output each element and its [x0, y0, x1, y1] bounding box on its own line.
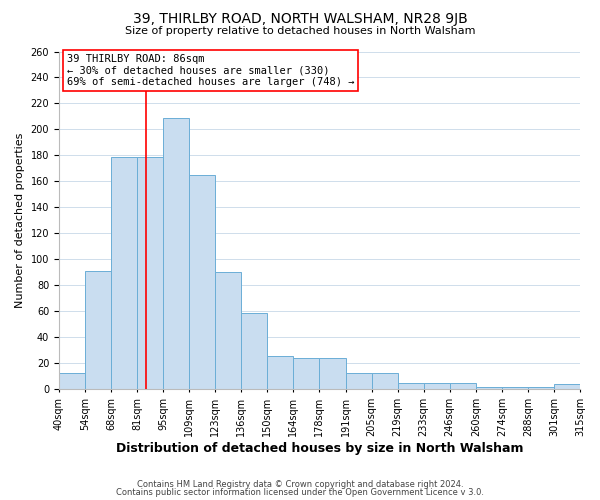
- Bar: [398, 383, 424, 390]
- Bar: [371, 372, 398, 390]
- Bar: [476, 387, 502, 390]
- Text: Contains HM Land Registry data © Crown copyright and database right 2024.: Contains HM Land Registry data © Crown c…: [137, 480, 463, 489]
- Text: 39 THIRLBY ROAD: 86sqm
← 30% of detached houses are smaller (330)
69% of semi-de: 39 THIRLBY ROAD: 86sqm ← 30% of detached…: [67, 54, 354, 88]
- Bar: [59, 372, 85, 390]
- Bar: [528, 387, 554, 390]
- Text: Contains public sector information licensed under the Open Government Licence v : Contains public sector information licen…: [116, 488, 484, 497]
- Bar: [137, 157, 163, 390]
- Text: 39, THIRLBY ROAD, NORTH WALSHAM, NR28 9JB: 39, THIRLBY ROAD, NORTH WALSHAM, NR28 9J…: [133, 12, 467, 26]
- Bar: [293, 358, 319, 390]
- Bar: [215, 272, 241, 390]
- Bar: [554, 384, 580, 390]
- Bar: [268, 356, 293, 390]
- Text: Size of property relative to detached houses in North Walsham: Size of property relative to detached ho…: [125, 26, 475, 36]
- Y-axis label: Number of detached properties: Number of detached properties: [15, 133, 25, 308]
- Bar: [111, 157, 137, 390]
- Bar: [163, 118, 189, 390]
- Bar: [85, 271, 111, 390]
- Bar: [502, 387, 528, 390]
- Bar: [189, 175, 215, 390]
- Bar: [450, 383, 476, 390]
- Bar: [346, 372, 371, 390]
- Bar: [319, 358, 346, 390]
- X-axis label: Distribution of detached houses by size in North Walsham: Distribution of detached houses by size …: [116, 442, 523, 455]
- Bar: [424, 383, 450, 390]
- Bar: [241, 312, 268, 390]
